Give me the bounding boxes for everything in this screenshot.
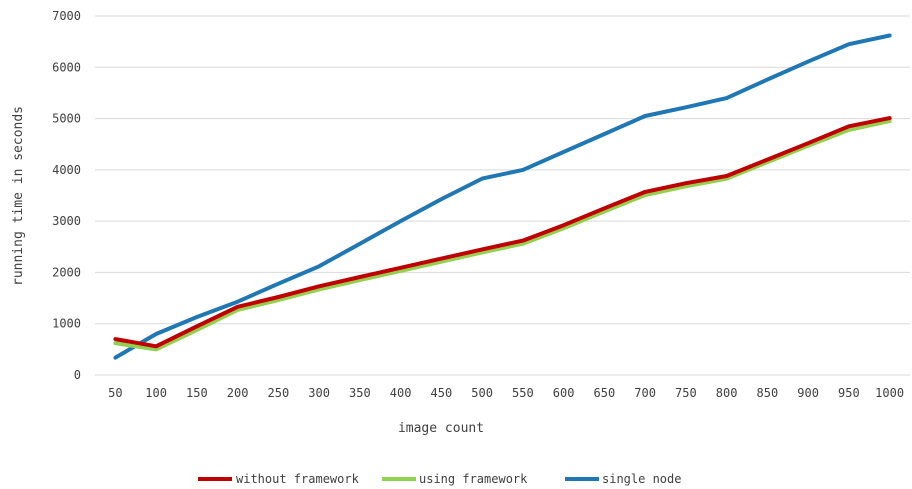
x-tick-label: 1000 bbox=[875, 386, 904, 400]
y-tick-label: 5000 bbox=[52, 112, 81, 126]
x-tick-label: 200 bbox=[227, 386, 249, 400]
y-axis-ticks: 0 1000 2000 3000 4000 5000 6000 7000 bbox=[52, 9, 81, 382]
y-axis-title: running time in seconds bbox=[11, 106, 26, 286]
y-tick-label: 2000 bbox=[52, 265, 81, 279]
x-tick-label: 350 bbox=[349, 386, 371, 400]
series-line-single-node bbox=[113, 33, 892, 360]
legend: without framework using framework single n… bbox=[198, 472, 681, 486]
y-tick-label: 3000 bbox=[52, 214, 81, 228]
legend-label: without framework bbox=[236, 472, 360, 486]
x-tick-label: 700 bbox=[634, 386, 656, 400]
x-tick-label: 750 bbox=[675, 386, 697, 400]
legend-label: single node bbox=[602, 472, 681, 486]
x-tick-label: 600 bbox=[553, 386, 575, 400]
x-tick-label: 250 bbox=[268, 386, 290, 400]
y-tick-label: 7000 bbox=[52, 9, 81, 23]
x-axis-title: image count bbox=[398, 421, 484, 436]
x-tick-label: 900 bbox=[797, 386, 819, 400]
y-tick-label: 1000 bbox=[52, 317, 81, 331]
x-tick-label: 100 bbox=[145, 386, 167, 400]
y-tick-label: 4000 bbox=[52, 163, 81, 177]
y-tick-label: 6000 bbox=[52, 60, 81, 74]
x-tick-label: 50 bbox=[108, 386, 122, 400]
x-tick-label: 500 bbox=[471, 386, 493, 400]
series-lines bbox=[113, 33, 892, 360]
x-tick-label: 950 bbox=[838, 386, 860, 400]
x-tick-label: 450 bbox=[431, 386, 453, 400]
y-tick-label: 0 bbox=[74, 368, 81, 382]
x-tick-label: 850 bbox=[757, 386, 779, 400]
gridlines bbox=[95, 15, 910, 376]
x-tick-label: 300 bbox=[308, 386, 330, 400]
x-tick-label: 150 bbox=[186, 386, 208, 400]
x-tick-label: 650 bbox=[594, 386, 616, 400]
x-tick-label: 800 bbox=[716, 386, 738, 400]
series-line-without-framework bbox=[113, 116, 892, 349]
series-line-using-framework bbox=[113, 119, 892, 352]
legend-label: using framework bbox=[419, 472, 528, 486]
x-tick-label: 400 bbox=[390, 386, 412, 400]
x-tick-label: 550 bbox=[512, 386, 534, 400]
x-axis-ticks: 50 100 150 200 250 300 350 400 450 500 550 600 650 70… bbox=[108, 386, 904, 400]
